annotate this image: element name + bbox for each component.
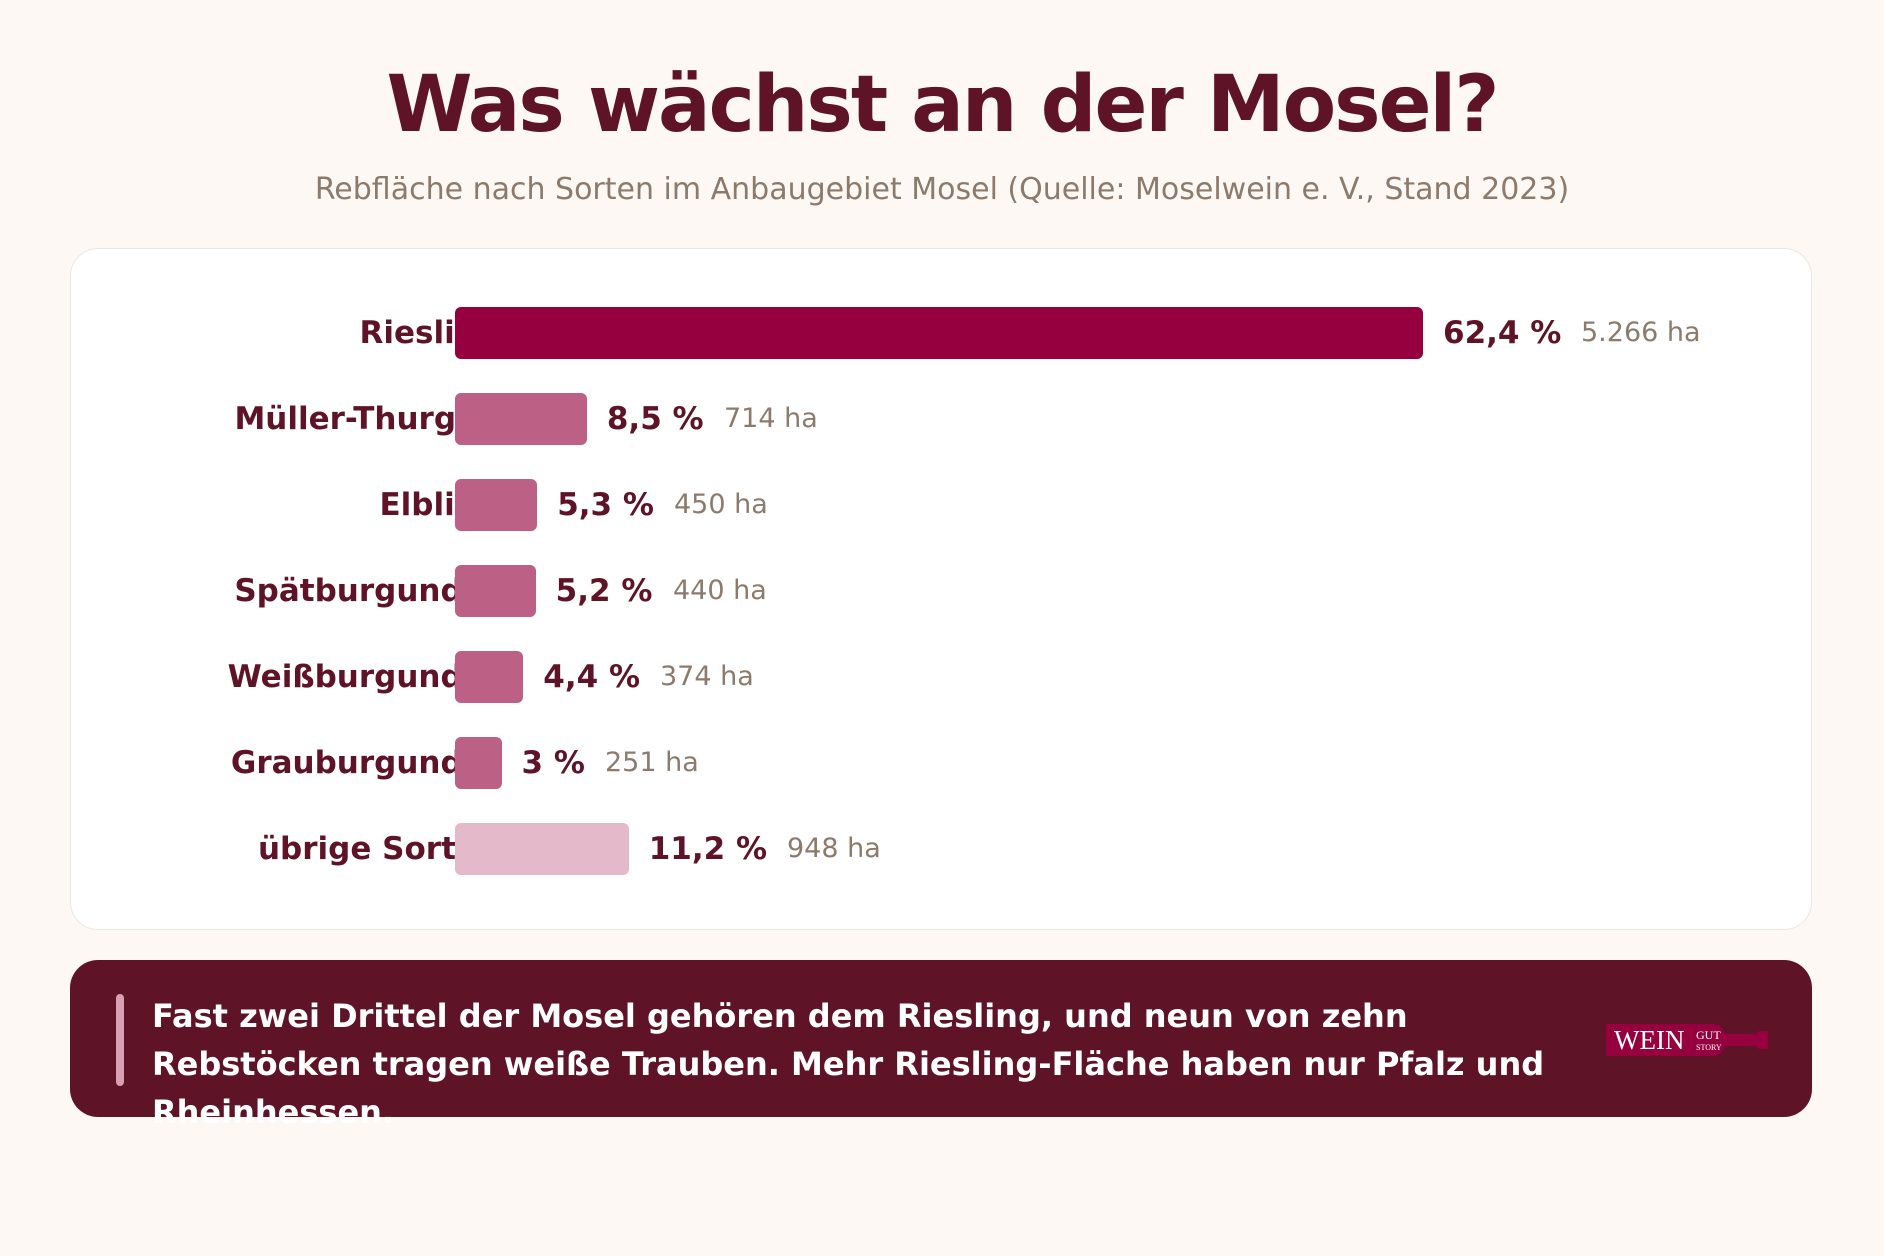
chart-row: Weißburgunder 4,4 % 374 ha [71, 651, 1813, 703]
percent-label: 11,2 % [648, 831, 768, 867]
bar [455, 737, 502, 789]
weingut-story-logo: WEIN GUT STORY [1606, 1024, 1768, 1056]
hectare-label: 440 ha [673, 575, 767, 606]
percent-label: 5,3 % [557, 487, 654, 523]
chart-row: Riesling 62,4 % 5.266 ha [71, 307, 1813, 359]
chart-row: Müller-Thurgau 8,5 % 714 ha [71, 393, 1813, 445]
percent-label: 4,4 % [543, 659, 641, 695]
percent-label: 3 % [521, 745, 585, 781]
category-label: Spätburgunder [234, 573, 499, 609]
page-subtitle: Rebfläche nach Sorten im Anbaugebiet Mos… [314, 172, 1570, 207]
category-label: Müller-Thurgau [234, 401, 499, 437]
hectare-label: 251 ha [605, 747, 699, 778]
insight-box: Fast zwei Drittel der Mosel gehören dem … [70, 960, 1812, 1131]
chart-row: übrige Sorten 11,2 % 948 ha [71, 823, 1813, 875]
bar [455, 393, 587, 445]
percent-label: 5,2 % [555, 573, 653, 609]
insight-accent-bar [116, 994, 124, 1086]
chart-row: Spätburgunder 5,2 % 440 ha [71, 565, 1813, 617]
percent-label: 62,4 % [1443, 315, 1562, 351]
bar [455, 651, 524, 703]
logo-small-bottom: STORY [1696, 1043, 1722, 1052]
category-label: Grauburgunder [230, 745, 499, 781]
hectare-label: 714 ha [724, 403, 818, 434]
hectare-label: 948 ha [787, 833, 881, 864]
chart-row: Grauburgunder 3 % 251 ha [71, 737, 1813, 789]
logo-small-top: GUT [1696, 1028, 1721, 1042]
category-label: Weißburgunder [227, 659, 499, 695]
chart-card: Riesling 62,4 % 5.266 ha Müller-Thurgau 8,5 … [70, 248, 1812, 930]
page-title: Was wächst an der Mosel? [386, 60, 1500, 150]
hectare-label: 5.266 ha [1581, 317, 1701, 348]
hectare-label: 374 ha [660, 661, 754, 692]
bar [455, 479, 538, 531]
bar [455, 565, 536, 617]
bar [455, 307, 1423, 359]
hectare-label: 450 ha [674, 489, 768, 520]
logo-word: WEIN [1614, 1025, 1684, 1055]
chart-row: Elbling 5,3 % 450 ha [71, 479, 1813, 531]
percent-label: 8,5 % [606, 401, 704, 437]
bar [455, 823, 629, 875]
insight-text: Fast zwei Drittel der Mosel gehören dem … [152, 997, 1545, 1131]
